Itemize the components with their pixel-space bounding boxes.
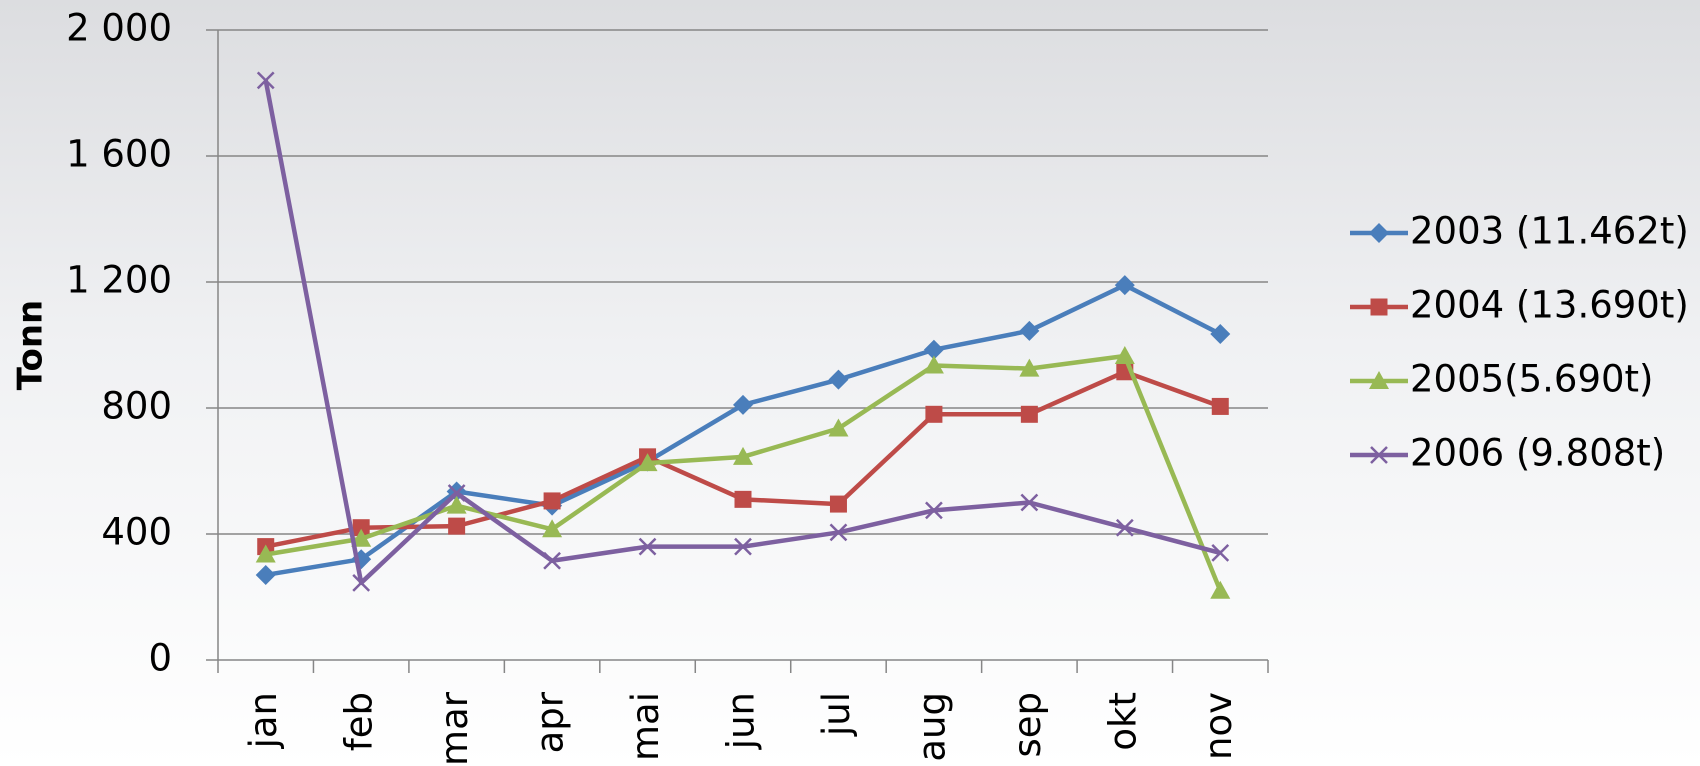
x-tick-label: mai: [624, 692, 667, 761]
legend-label: 2005(5.690t): [1410, 358, 1653, 401]
marker: [448, 517, 466, 535]
marker: [352, 519, 370, 537]
y-tick-label: 400: [101, 511, 172, 554]
marker: [1114, 346, 1135, 365]
legend-label: 2003 (11.462t): [1410, 210, 1689, 253]
marker: [923, 339, 944, 360]
marker: [1369, 223, 1389, 243]
x-tick-label: nov: [1197, 692, 1240, 760]
marker: [925, 405, 943, 423]
legend-label: 2004 (13.690t): [1410, 284, 1689, 327]
marker: [733, 394, 753, 415]
marker: [828, 418, 849, 437]
marker: [255, 544, 276, 563]
marker: [733, 446, 753, 465]
marker: [1369, 371, 1389, 389]
marker: [1370, 446, 1388, 464]
marker: [637, 453, 658, 472]
x-tick-label: mar: [433, 691, 476, 766]
y-tick-label: 1 200: [66, 259, 172, 302]
marker: [256, 71, 275, 90]
marker: [447, 484, 466, 502]
marker: [829, 495, 847, 513]
marker: [1210, 580, 1231, 599]
marker: [352, 573, 371, 592]
marker: [734, 490, 752, 508]
y-tick-label: 0: [148, 637, 172, 680]
marker: [542, 519, 563, 538]
marker: [446, 495, 467, 514]
marker: [923, 355, 944, 374]
x-tick-label: jan: [242, 692, 285, 749]
marker: [1019, 358, 1040, 377]
x-tick-label: feb: [338, 692, 381, 751]
marker: [543, 492, 561, 510]
y-axis-title: Tonn: [11, 300, 51, 390]
marker: [1211, 544, 1230, 562]
marker: [1370, 298, 1388, 316]
marker: [543, 551, 561, 570]
marker: [829, 523, 848, 542]
x-tick-label: apr: [529, 691, 572, 753]
marker: [734, 537, 752, 556]
marker: [1114, 275, 1135, 296]
marker: [1020, 493, 1039, 512]
marker: [1210, 323, 1231, 344]
y-tick-label: 1 600: [66, 133, 172, 176]
x-tick-label: jul: [815, 692, 858, 737]
x-tick-label: sep: [1006, 692, 1049, 758]
legend-label: 2006 (9.808t): [1410, 432, 1665, 475]
marker: [1019, 320, 1040, 341]
x-tick-label: jun: [720, 692, 763, 750]
marker: [925, 501, 943, 520]
marker: [1115, 518, 1134, 537]
marker: [255, 564, 276, 585]
x-tick-label: aug: [910, 692, 953, 762]
marker: [1211, 397, 1229, 415]
y-tick-label: 2 000: [66, 7, 172, 50]
marker: [828, 369, 849, 390]
marker: [638, 537, 657, 556]
x-tick-label: okt: [1101, 692, 1144, 751]
marker: [351, 528, 372, 547]
y-tick-label: 800: [101, 385, 172, 428]
marker: [1020, 405, 1038, 423]
